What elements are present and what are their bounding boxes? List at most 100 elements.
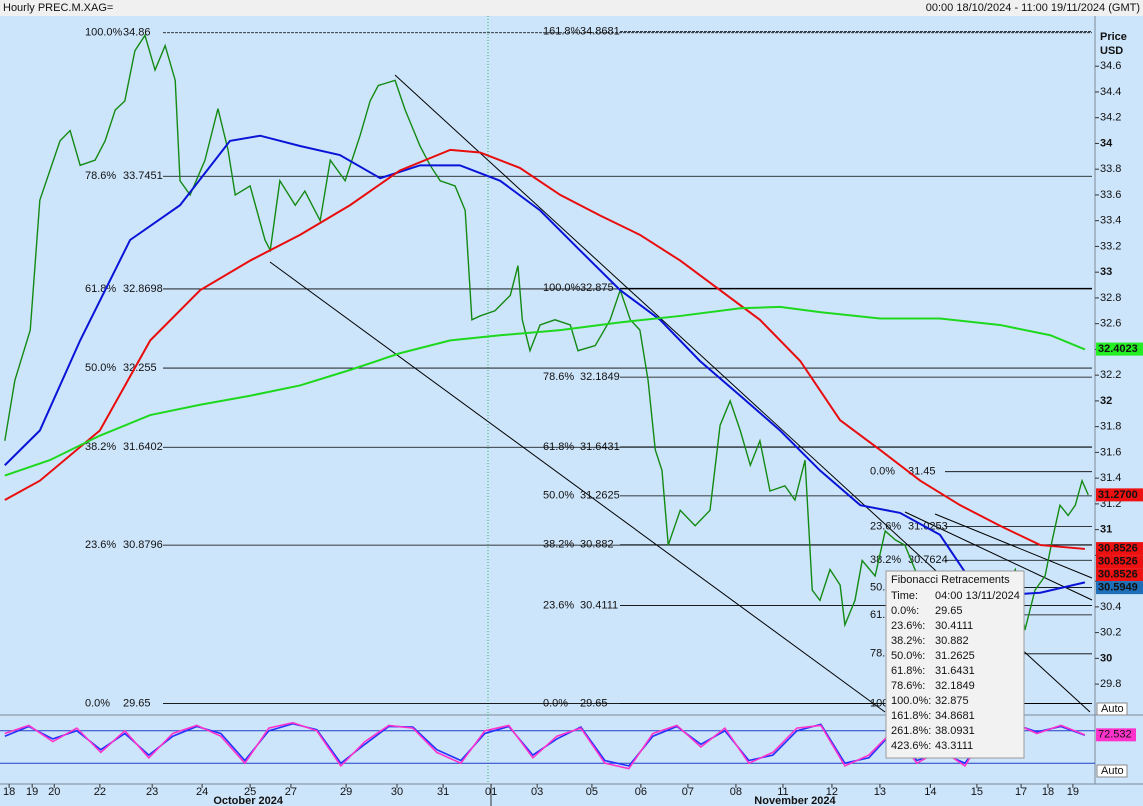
fib-level-value: 34.8681 xyxy=(580,26,620,38)
y-tick-label: 30.4 xyxy=(1100,601,1121,613)
price-tag xyxy=(1096,568,1143,582)
fib-level-percent: 61.8% xyxy=(85,283,116,295)
auto-button-box[interactable] xyxy=(1096,764,1128,778)
fib-level-value: 31.45 xyxy=(908,466,936,478)
price-tag-label: 30.8526 xyxy=(1098,543,1138,555)
tooltip-value: 31.2625 xyxy=(935,650,975,662)
tooltip-key: 50.0%: xyxy=(891,650,925,662)
fib-level-percent: 38.2% xyxy=(543,539,574,551)
fib-level-value: 31.0253 xyxy=(908,520,948,532)
fib-level-percent: 100.0% xyxy=(85,27,123,39)
trend-line xyxy=(934,513,1093,579)
y-tick-label: 31.6 xyxy=(1100,446,1121,458)
price-tag xyxy=(1096,542,1143,556)
fib-level-percent: 23.6% xyxy=(543,599,574,611)
fib-level-percent: 0.0% xyxy=(870,466,895,478)
oscillator-tag xyxy=(1096,728,1136,742)
x-tick-label: 05 xyxy=(586,786,598,798)
oscillator-tag-label: 72.532 xyxy=(1098,729,1132,741)
auto-button-box[interactable] xyxy=(1096,702,1128,716)
tooltip-value: 32.875 xyxy=(935,695,969,707)
x-tick-label: 20 xyxy=(48,786,60,798)
x-tick-label: 08 xyxy=(730,786,742,798)
y-tick-label: 33.2 xyxy=(1100,240,1121,252)
auto-button[interactable]: Auto xyxy=(1096,764,1128,778)
fib-level-value: 32.875 xyxy=(580,282,614,294)
price-tag-label: 30.8526 xyxy=(1098,569,1138,581)
x-tick-label: 29 xyxy=(340,786,352,798)
fib-level-percent: 38.2% xyxy=(85,441,116,453)
y-tick-label: 34 xyxy=(1100,137,1113,149)
tooltip-value: 31.6431 xyxy=(935,665,975,677)
auto-button[interactable]: Auto xyxy=(1096,702,1128,716)
y-axis-unit: USD xyxy=(1100,45,1123,57)
x-tick-label: 12 xyxy=(826,786,838,798)
y-tick-label: 29.8 xyxy=(1100,678,1121,690)
x-tick-label: 13 xyxy=(874,786,886,798)
tooltip-key: 38.2%: xyxy=(891,635,925,647)
tooltip-box xyxy=(885,570,1025,759)
y-tick-label: 33.6 xyxy=(1100,189,1121,201)
fib-level-percent: 61.8% xyxy=(543,441,574,453)
fib-level-percent: 0.0% xyxy=(543,697,568,709)
fib-level-value: 34.86 xyxy=(123,27,151,39)
month-label: October 2024 xyxy=(213,795,284,806)
fib-level-value: 32.1849 xyxy=(580,371,620,383)
fib-level-percent: 23.6% xyxy=(85,539,116,551)
y-tick-label: 33 xyxy=(1100,266,1112,278)
fib-level-percent: 100.0% xyxy=(543,282,581,294)
y-tick-label: 31.4 xyxy=(1100,472,1121,484)
fib-level-value: 31.6402 xyxy=(123,441,163,453)
fib-level-value: 30.8796 xyxy=(123,539,163,551)
chart-title: Hourly PREC.M.XAG= xyxy=(3,2,113,14)
tooltip-key: 61.8%: xyxy=(891,665,925,677)
fib-level-value: 32.255 xyxy=(123,362,157,374)
x-tick-label: 19 xyxy=(1067,786,1079,798)
tooltip-key: 261.8%: xyxy=(891,725,931,737)
y-tick-label: 33.4 xyxy=(1100,215,1121,227)
y-tick-label: 32.6 xyxy=(1100,318,1121,330)
fib-level-value: 29.65 xyxy=(123,697,151,709)
tooltip-key: Time: xyxy=(891,590,918,602)
tooltip-value: 29.65 xyxy=(935,605,963,617)
tooltip-value: 04:00 13/11/2024 xyxy=(935,590,1020,602)
price-tag-label: 32.4023 xyxy=(1098,343,1138,355)
y-tick-label: 33.8 xyxy=(1100,163,1121,175)
moving-average xyxy=(4,305,1086,477)
fib-level-value: 31.2625 xyxy=(580,490,620,502)
price-line xyxy=(4,33,1089,631)
y-tick-label: 30.2 xyxy=(1100,627,1121,639)
x-tick-label: 18 xyxy=(1042,786,1054,798)
tooltip: Fibonacci Retracements Time: 04:00 13/11/2… xyxy=(885,570,1025,759)
tooltip-key: 423.6%: xyxy=(891,740,931,752)
auto-button-label[interactable]: Auto xyxy=(1101,765,1124,777)
x-tick-label: 25 xyxy=(244,786,256,798)
trend-line xyxy=(269,261,886,713)
tooltip-title: Fibonacci Retracements xyxy=(891,574,1010,586)
x-tick-label: 17 xyxy=(1015,786,1027,798)
moving-average xyxy=(4,148,1086,550)
tooltip-key: 78.6%: xyxy=(891,680,925,692)
y-tick-label: 34.2 xyxy=(1100,112,1121,124)
fib-level-value: 30.4111 xyxy=(580,599,618,611)
fib-level-percent: 78.6% xyxy=(85,170,116,182)
x-tick-label: 14 xyxy=(924,786,936,798)
trend-line xyxy=(904,511,1093,601)
price-tag xyxy=(1096,581,1143,595)
moving-average xyxy=(4,134,1086,597)
x-tick-label: 22 xyxy=(94,786,106,798)
tooltip-value: 30.4111 xyxy=(935,620,973,632)
fib-level-percent: 23.6% xyxy=(870,520,901,532)
tooltip-value: 38.0931 xyxy=(935,725,975,737)
fib-level-percent: 161.8% xyxy=(543,26,581,38)
price-tag-label: 30.8526 xyxy=(1098,556,1138,568)
tooltip-key: 0.0%: xyxy=(891,605,919,617)
x-tick-label: 24 xyxy=(196,786,208,798)
y-tick-label: 32 xyxy=(1100,395,1112,407)
y-tick-label: 34.6 xyxy=(1100,60,1121,72)
auto-button-label[interactable]: Auto xyxy=(1101,703,1124,715)
tooltip-key: 161.8%: xyxy=(891,710,931,722)
x-tick-label: 11 xyxy=(777,786,788,798)
fib-level-percent: 0.0% xyxy=(85,697,110,709)
